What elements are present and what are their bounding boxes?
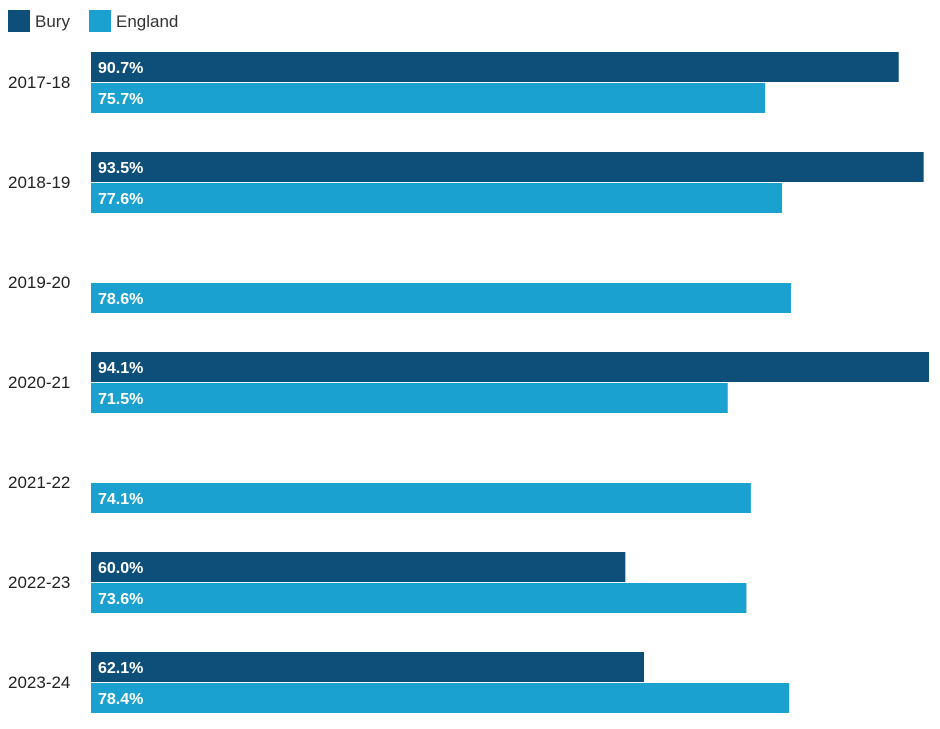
category-label: 2020-21 <box>8 373 70 392</box>
data-label-england-2022-23: 73.6% <box>98 591 143 608</box>
data-label-bury-2020-21: 94.1% <box>98 360 143 377</box>
bars: 90.7% 75.7% 93.5% 77.6% 78.6% 94.1% 71.5% 74.1%… <box>91 52 929 713</box>
bar-bury-2023-24 <box>91 652 645 682</box>
data-label-bury-2023-24: 62.1% <box>98 660 143 677</box>
category-label: 2021-22 <box>8 473 70 492</box>
bar-bury-2022-23 <box>91 552 626 582</box>
bar-bury-2018-19 <box>91 152 924 182</box>
category-labels: 2017-18 2018-19 2019-20 2020-21 2021-22 2022-… <box>8 73 70 692</box>
bar-england-2021-22 <box>91 483 751 513</box>
category-label: 2018-19 <box>8 173 70 192</box>
bar-england-2018-19 <box>91 183 783 213</box>
data-label-england-2023-24: 78.4% <box>98 691 143 708</box>
category-label: 2017-18 <box>8 73 70 92</box>
data-label-england-2019-20: 78.6% <box>98 291 143 308</box>
bar-england-2020-21 <box>91 383 728 413</box>
data-label-england-2018-19: 77.6% <box>98 191 143 208</box>
category-label: 2023-24 <box>8 673 70 692</box>
legend-label-bury: Bury <box>35 12 70 31</box>
legend-swatch-bury <box>8 10 30 32</box>
legend-label-england: England <box>116 12 178 31</box>
bar-england-2019-20 <box>91 283 791 313</box>
bar-england-2023-24 <box>91 683 790 713</box>
bar-england-2017-18 <box>91 83 766 113</box>
data-label-bury-2017-18: 90.7% <box>98 60 143 77</box>
category-label: 2019-20 <box>8 273 70 292</box>
bar-england-2022-23 <box>91 583 747 613</box>
legend: Bury England <box>8 10 178 32</box>
data-label-england-2021-22: 74.1% <box>98 491 143 508</box>
data-label-bury-2022-23: 60.0% <box>98 560 143 577</box>
category-label: 2022-23 <box>8 573 70 592</box>
bar-bury-2017-18 <box>91 52 899 82</box>
data-label-england-2017-18: 75.7% <box>98 91 143 108</box>
data-label-bury-2018-19: 93.5% <box>98 160 143 177</box>
legend-swatch-england <box>89 10 111 32</box>
bar-bury-2020-21 <box>91 352 929 382</box>
data-label-england-2020-21: 71.5% <box>98 391 143 408</box>
